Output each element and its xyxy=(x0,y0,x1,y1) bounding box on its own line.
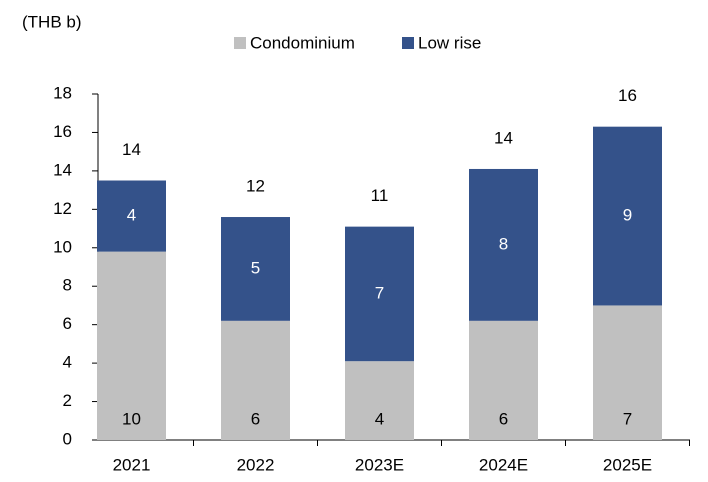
value-label: 4 xyxy=(127,206,136,225)
bar-segment xyxy=(221,217,290,321)
bar-segment xyxy=(221,320,290,440)
legend-swatch xyxy=(402,37,414,49)
y-tick-label: 14 xyxy=(53,160,72,179)
bar-segment xyxy=(97,180,166,252)
bar-segment xyxy=(97,251,166,440)
value-label: 4 xyxy=(375,409,384,428)
value-label: 10 xyxy=(122,409,141,428)
bar-segment xyxy=(345,361,414,440)
total-label: 14 xyxy=(494,128,513,147)
legend-label: Low rise xyxy=(418,33,481,52)
y-tick-label: 0 xyxy=(63,429,72,448)
value-label: 5 xyxy=(251,258,260,277)
y-tick-label: 16 xyxy=(53,122,72,141)
y-tick-label: 6 xyxy=(63,314,72,333)
legend-swatch xyxy=(234,37,246,49)
bar-segment xyxy=(469,320,538,440)
x-tick-label: 2025E xyxy=(603,455,652,474)
bar-segment xyxy=(345,226,414,362)
y-tick-label: 18 xyxy=(53,83,72,102)
legend-label: Condominium xyxy=(250,33,355,52)
value-label: 9 xyxy=(623,206,632,225)
x-tick-label: 2023E xyxy=(355,455,404,474)
total-label: 11 xyxy=(371,186,389,205)
y-tick-label: 12 xyxy=(53,199,72,218)
y-tick-label: 8 xyxy=(63,276,72,295)
value-label: 7 xyxy=(375,283,384,302)
bar-segment xyxy=(593,305,662,440)
value-label: 8 xyxy=(499,234,508,253)
value-label: 7 xyxy=(623,409,632,428)
value-label: 6 xyxy=(499,409,508,428)
unit-label: (THB b) xyxy=(22,12,82,31)
y-tick-label: 10 xyxy=(53,237,72,256)
total-label: 12 xyxy=(246,177,265,196)
total-label: 16 xyxy=(618,86,637,105)
x-tick-label: 2021 xyxy=(113,455,151,474)
value-label: 6 xyxy=(251,409,260,428)
total-label: 14 xyxy=(122,140,141,159)
bar-segment xyxy=(593,126,662,306)
x-tick-label: 2022 xyxy=(237,455,275,474)
y-tick-label: 4 xyxy=(63,353,72,372)
y-tick-label: 2 xyxy=(63,391,72,410)
x-tick-label: 2024E xyxy=(479,455,528,474)
bar-segment xyxy=(469,168,538,321)
